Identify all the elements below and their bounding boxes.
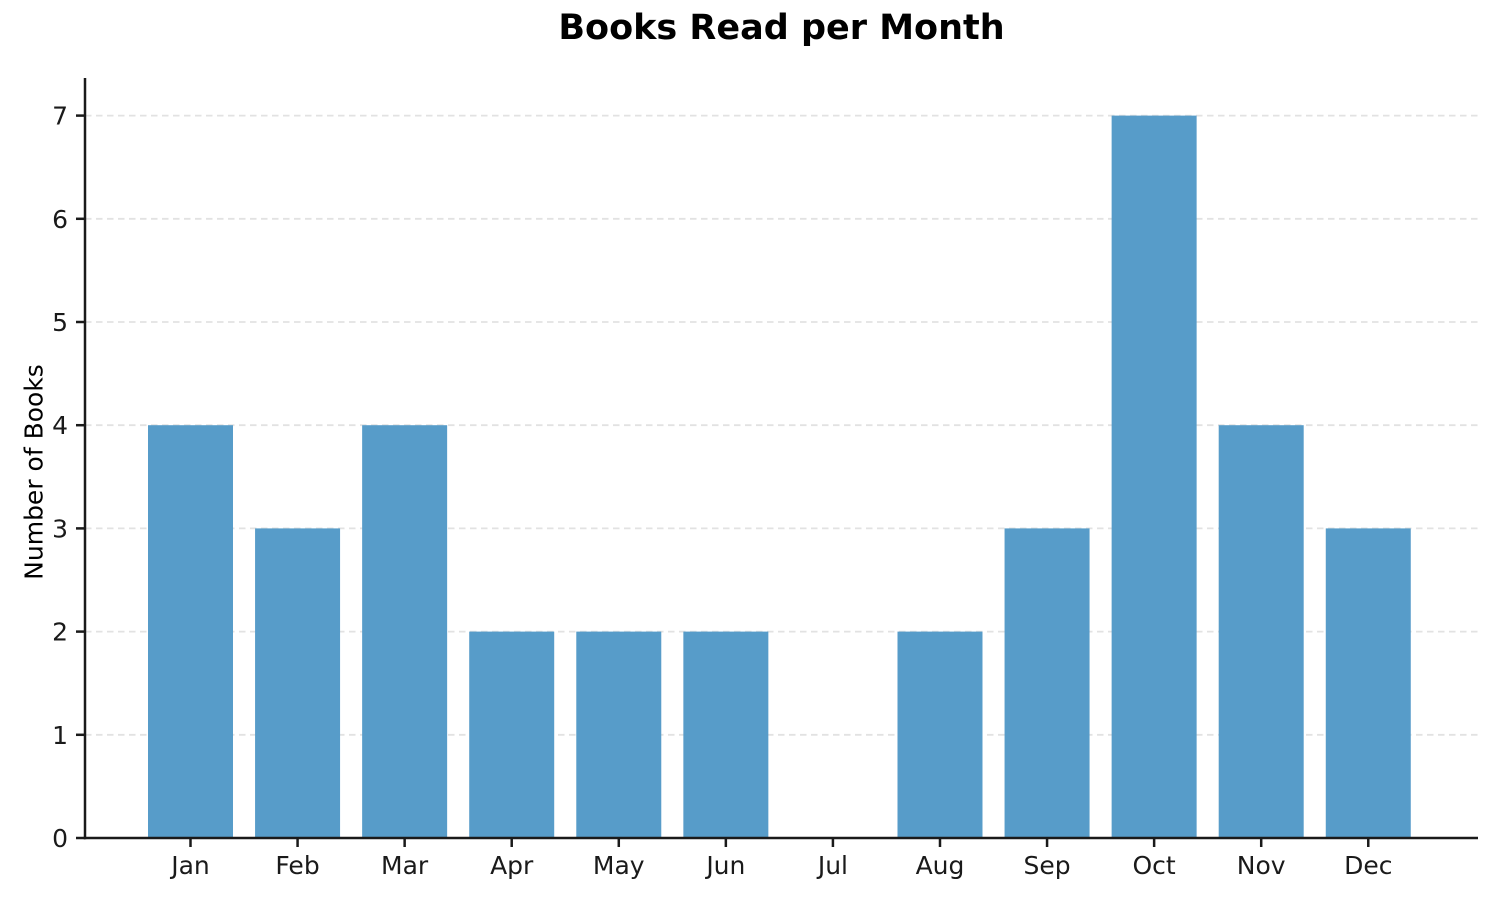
x-tick-label-nov: Nov [1237,851,1286,880]
x-tick-label-mar: Mar [381,851,429,880]
bar-sep [1004,528,1090,838]
x-tick-label-jan: Jan [169,851,210,880]
y-tick-label-5: 5 [52,308,68,337]
y-tick-label-7: 7 [52,102,68,131]
x-tick-label-jun: Jun [704,851,745,880]
bar-oct [1111,115,1197,839]
bar-jan [148,425,233,838]
bar-aug [897,631,983,838]
y-tick-label-1: 1 [52,721,68,750]
bar-dec [1325,528,1411,838]
y-tick-label-2: 2 [52,618,68,647]
chart-title: Books Read per Month [558,8,1005,48]
bar-may [576,631,662,838]
x-tick-label-apr: Apr [490,851,534,880]
x-tick-label-oct: Oct [1133,851,1176,880]
x-tick-label-may: May [593,851,645,880]
bar-apr [469,631,555,838]
y-tick-label-6: 6 [52,205,68,234]
x-tick-label-sep: Sep [1023,851,1070,880]
bar-jun [683,631,769,838]
bar-nov [1218,425,1304,838]
bar-feb [255,528,341,838]
x-tick-label-dec: Dec [1344,851,1392,880]
bar-mar [362,425,448,838]
y-tick-label-4: 4 [52,411,68,440]
y-tick-label-3: 3 [52,514,68,543]
x-tick-label-feb: Feb [275,851,319,880]
x-tick-label-jul: Jul [816,851,848,880]
y-tick-label-0: 0 [52,824,68,853]
x-tick-label-aug: Aug [916,851,965,880]
